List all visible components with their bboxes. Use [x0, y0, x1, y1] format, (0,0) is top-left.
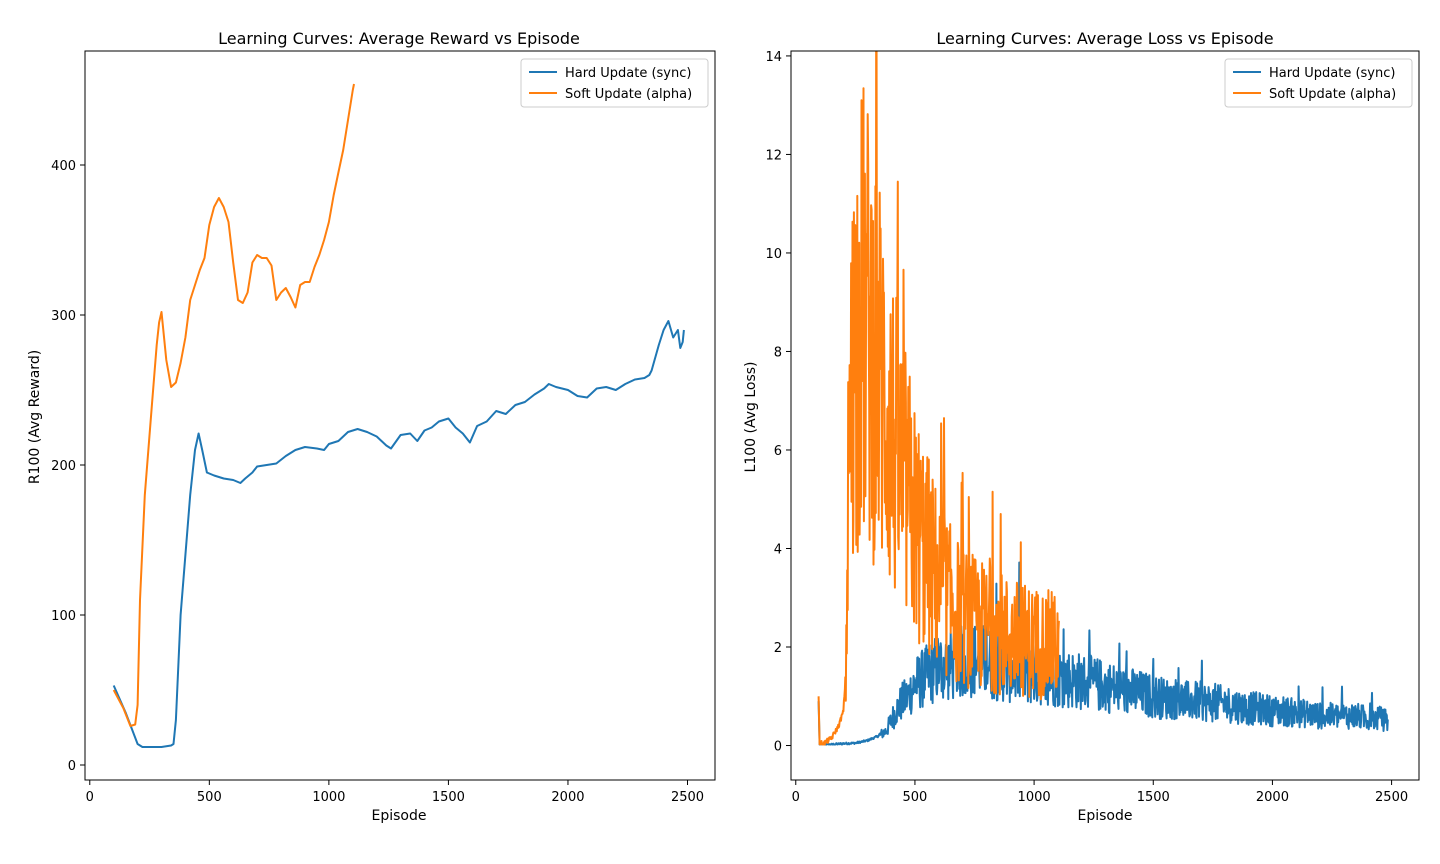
y-tick-label: 6 — [774, 444, 782, 459]
x-axis-label: Episode — [1078, 808, 1133, 824]
loss-chart: Learning Curves: Average Loss vs Episode… — [743, 29, 1420, 824]
x-tick-label: 1500 — [432, 790, 465, 805]
y-tick-label: 200 — [51, 459, 76, 474]
axes-frame — [790, 50, 1420, 781]
y-axis-label: R100 (Avg Reward) — [27, 350, 43, 484]
y-tick-label: 0 — [68, 759, 76, 774]
x-tick-label: 500 — [903, 790, 928, 805]
x-tick-label: 0 — [792, 790, 800, 805]
series-line — [112, 83, 355, 727]
x-tick-label: 2500 — [1375, 790, 1408, 805]
x-tick-label: 2000 — [1256, 790, 1289, 805]
y-tick-label: 300 — [51, 309, 76, 324]
y-tick-label: 4 — [774, 542, 782, 557]
y-tick-label: 0 — [774, 740, 782, 755]
series-line — [817, 561, 1389, 746]
legend-label: Hard Update (sync) — [1269, 66, 1395, 81]
y-tick-label: 10 — [765, 247, 782, 262]
legend-box — [1224, 58, 1413, 108]
x-tick-label: 1000 — [312, 790, 345, 805]
reward-chart: Learning Curves: Average Reward vs Episo… — [27, 29, 716, 824]
legend-box — [520, 58, 709, 108]
chart-title: Learning Curves: Average Loss vs Episode — [936, 29, 1273, 48]
x-tick-label: 500 — [197, 790, 222, 805]
y-tick-label: 2 — [774, 641, 782, 656]
legend-label: Hard Update (sync) — [565, 66, 691, 81]
x-tick-label: 1500 — [1137, 790, 1170, 805]
axes: 0 500 1000 1500 2000 2500 0 100 200 300 400 — [51, 50, 716, 805]
x-tick-label: 1000 — [1018, 790, 1051, 805]
plot-area — [112, 83, 685, 748]
y-tick-label: 400 — [51, 159, 76, 174]
legend: Hard Update (sync) Soft Update (alpha) — [1224, 58, 1413, 108]
legend-label: Soft Update (alpha) — [1269, 87, 1396, 102]
axes: 0 500 1000 1500 2000 2500 0 2 4 6 8 10 12 14 — [765, 50, 1420, 805]
x-tick-label: 0 — [86, 790, 94, 805]
x-axis-label: Episode — [372, 808, 427, 824]
x-tick-label: 2500 — [671, 790, 704, 805]
chart-title: Learning Curves: Average Reward vs Episo… — [218, 29, 580, 48]
legend-label: Soft Update (alpha) — [565, 87, 692, 102]
y-tick-label: 100 — [51, 609, 76, 624]
series-line — [112, 320, 685, 748]
y-axis-label: L100 (Avg Loss) — [743, 362, 759, 473]
axes-frame — [84, 50, 716, 781]
plot-area — [817, 51, 1389, 746]
y-tick-label: 8 — [774, 345, 782, 360]
legend: Hard Update (sync) Soft Update (alpha) — [520, 58, 709, 108]
series-line — [817, 51, 1060, 746]
y-tick-label: 14 — [765, 50, 782, 65]
x-tick-label: 2000 — [551, 790, 584, 805]
y-tick-label: 12 — [765, 148, 782, 163]
